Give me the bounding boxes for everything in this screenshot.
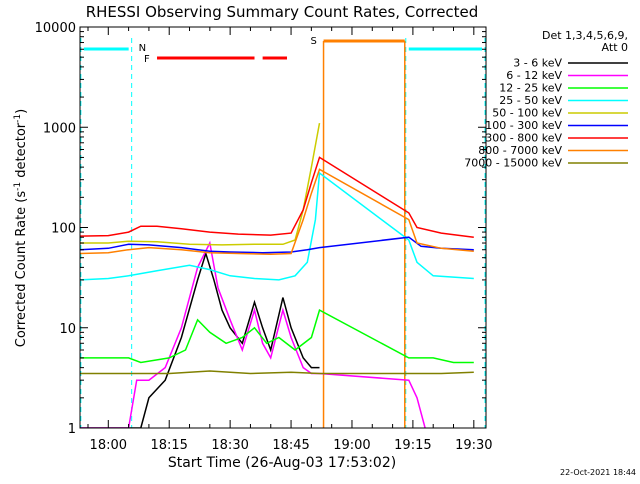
saa-label: S — [311, 36, 317, 47]
legend-label: 25 - 50 keV — [499, 94, 562, 107]
y-tick-label: 10000 — [35, 21, 76, 36]
axis-tick-labels: 18:00 18:15 18:30 18:45 19:00 19:15 19:30 1 10 10… — [35, 21, 493, 453]
legend-label: 800 - 7000 keV — [478, 144, 562, 157]
series-line — [80, 309, 474, 364]
series-lines — [80, 122, 474, 428]
x-axis-label: Start Time (26-Aug-03 17:53:02) — [168, 455, 396, 471]
y-label-main: Corrected Count Rate (s — [14, 191, 29, 348]
timestamp: 22-Oct-2021 18:44 — [560, 468, 636, 477]
axis-ticks — [80, 26, 486, 429]
y-label-mid: detector — [14, 122, 29, 182]
series-line — [80, 171, 474, 281]
flare-label: F — [144, 54, 150, 65]
y-tick-label: 1000 — [43, 121, 76, 136]
y-tick-label: 1 — [68, 422, 76, 437]
y-label-sup-1: -1 — [13, 182, 23, 191]
legend-label: 300 - 800 keV — [485, 132, 562, 145]
legend-header-1: Det 1,3,4,5,6,9, — [542, 29, 628, 42]
y-axis-label: Corrected Count Rate (s-1 detector-1) — [13, 109, 29, 347]
x-tick-label: 18:00 — [90, 438, 127, 453]
legend-label: 100 - 300 keV — [485, 119, 562, 132]
legend-label: 3 - 6 keV — [513, 57, 562, 70]
x-tick-label: 18:30 — [211, 438, 248, 453]
legend-label: 7000 - 15000 keV — [464, 157, 562, 170]
y-tick-label: 100 — [51, 222, 76, 237]
legend-label: 12 - 25 keV — [499, 82, 562, 95]
legend-label: 6 - 12 keV — [506, 69, 562, 82]
series-line — [80, 156, 474, 238]
y-tick-label: 10 — [59, 322, 76, 337]
series-line — [80, 122, 321, 246]
x-tick-label: 19:15 — [394, 438, 431, 453]
chart-title: RHESSI Observing Summary Count Rates, Co… — [86, 3, 479, 21]
x-tick-label: 18:45 — [272, 438, 309, 453]
series-line — [80, 168, 474, 256]
series-line — [80, 250, 320, 428]
x-tick-label: 19:30 — [455, 438, 492, 453]
y-label-end: ) — [14, 109, 29, 114]
y-label-sup-2: -1 — [13, 114, 23, 123]
x-tick-label: 19:00 — [333, 438, 370, 453]
legend-header-2: Att 0 — [602, 41, 628, 54]
series-line — [80, 370, 474, 375]
legend-label: 50 - 100 keV — [492, 107, 562, 120]
interval-markers: NF S — [80, 36, 486, 428]
night-label: N — [139, 43, 146, 54]
x-tick-label: 18:15 — [150, 438, 187, 453]
